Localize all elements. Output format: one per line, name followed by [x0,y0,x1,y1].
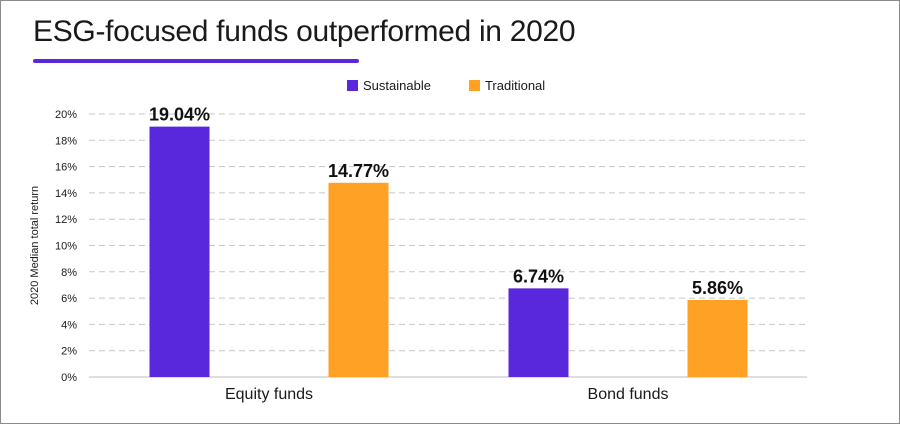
y-axis-title: 2020 Median total return [29,186,41,305]
legend-label-sustainable: Sustainable [363,78,431,93]
title-underline [33,59,359,63]
y-tick-label: 10% [55,241,77,253]
legend-item-sustainable: Sustainable [347,78,431,93]
y-tick-label: 4% [61,319,77,331]
legend-item-traditional: Traditional [468,78,546,93]
bar-traditional-0 [328,182,389,377]
legend-swatch-sustainable [347,80,358,91]
legend: Sustainable Traditional [347,78,583,93]
y-tick-label: 2% [61,346,77,358]
y-tick-label: 14% [55,188,77,200]
y-tick-label: 0% [61,372,77,384]
y-tick-label: 8% [61,267,77,279]
y-tick-label: 20% [55,109,77,121]
y-tick-label: 18% [55,135,77,147]
bar-sustainable-0 [149,126,210,378]
x-category-label: Bond funds [588,386,669,403]
y-tick-label: 12% [55,214,77,226]
y-tick-label: 6% [61,293,77,305]
data-label: 19.04% [149,105,210,125]
legend-label-traditional: Traditional [484,78,546,93]
bar-sustainable-1 [508,288,569,377]
x-category-label: Equity funds [225,386,313,403]
data-label: 14.77% [328,161,389,181]
data-label: 6.74% [513,266,564,286]
y-tick-label: 16% [55,162,77,174]
legend-swatch-traditional [468,80,480,91]
chart-title: ESG-focused funds outperformed in 2020 [33,15,576,48]
data-label: 5.86% [692,278,743,298]
bar-traditional-1 [687,299,748,377]
